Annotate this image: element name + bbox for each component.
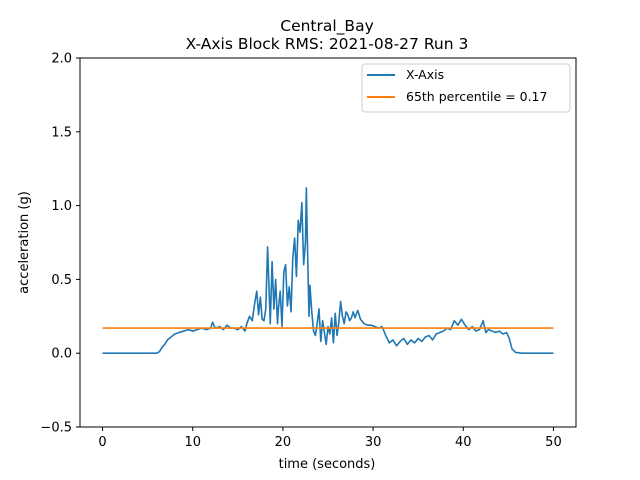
- y-tick-label-1: 0.0: [51, 347, 72, 362]
- x-tick-label-5: 50: [545, 435, 562, 450]
- series-layer: [102, 187, 554, 355]
- legend-label-x-axis: X-Axis: [406, 67, 444, 82]
- x-tick-label-1: 10: [184, 435, 201, 450]
- chart-title: Central_Bay: [280, 17, 374, 36]
- x-tick-label-4: 40: [455, 435, 472, 450]
- x-tick-label-0: 0: [98, 435, 106, 450]
- y-tick-label-5: 2.0: [51, 52, 72, 67]
- y-tick-label-2: 0.5: [51, 273, 72, 288]
- y-axis-label: acceleration (g): [17, 191, 32, 294]
- x-tick-label-2: 20: [275, 435, 292, 450]
- y-tick-label-3: 1.0: [51, 199, 72, 214]
- legend-box: [361, 63, 571, 113]
- x-tick-label-3: 30: [365, 435, 382, 450]
- x-axis-label: time (seconds): [279, 457, 376, 472]
- ticks: 0 10 20 30 40 50 −0.5 0.0 0.5 1.0 1.5 2.0: [40, 52, 561, 451]
- axes-frame: [79, 57, 577, 428]
- chart-subtitle: X-Axis Block RMS: 2021-08-27 Run 3: [186, 35, 469, 53]
- legend-label-percentile: 65th percentile = 0.17: [406, 89, 547, 104]
- legend: X-Axis 65th percentile = 0.17: [361, 63, 571, 113]
- y-tick-label-4: 1.5: [51, 125, 72, 140]
- y-tick-label-0: −0.5: [40, 421, 72, 436]
